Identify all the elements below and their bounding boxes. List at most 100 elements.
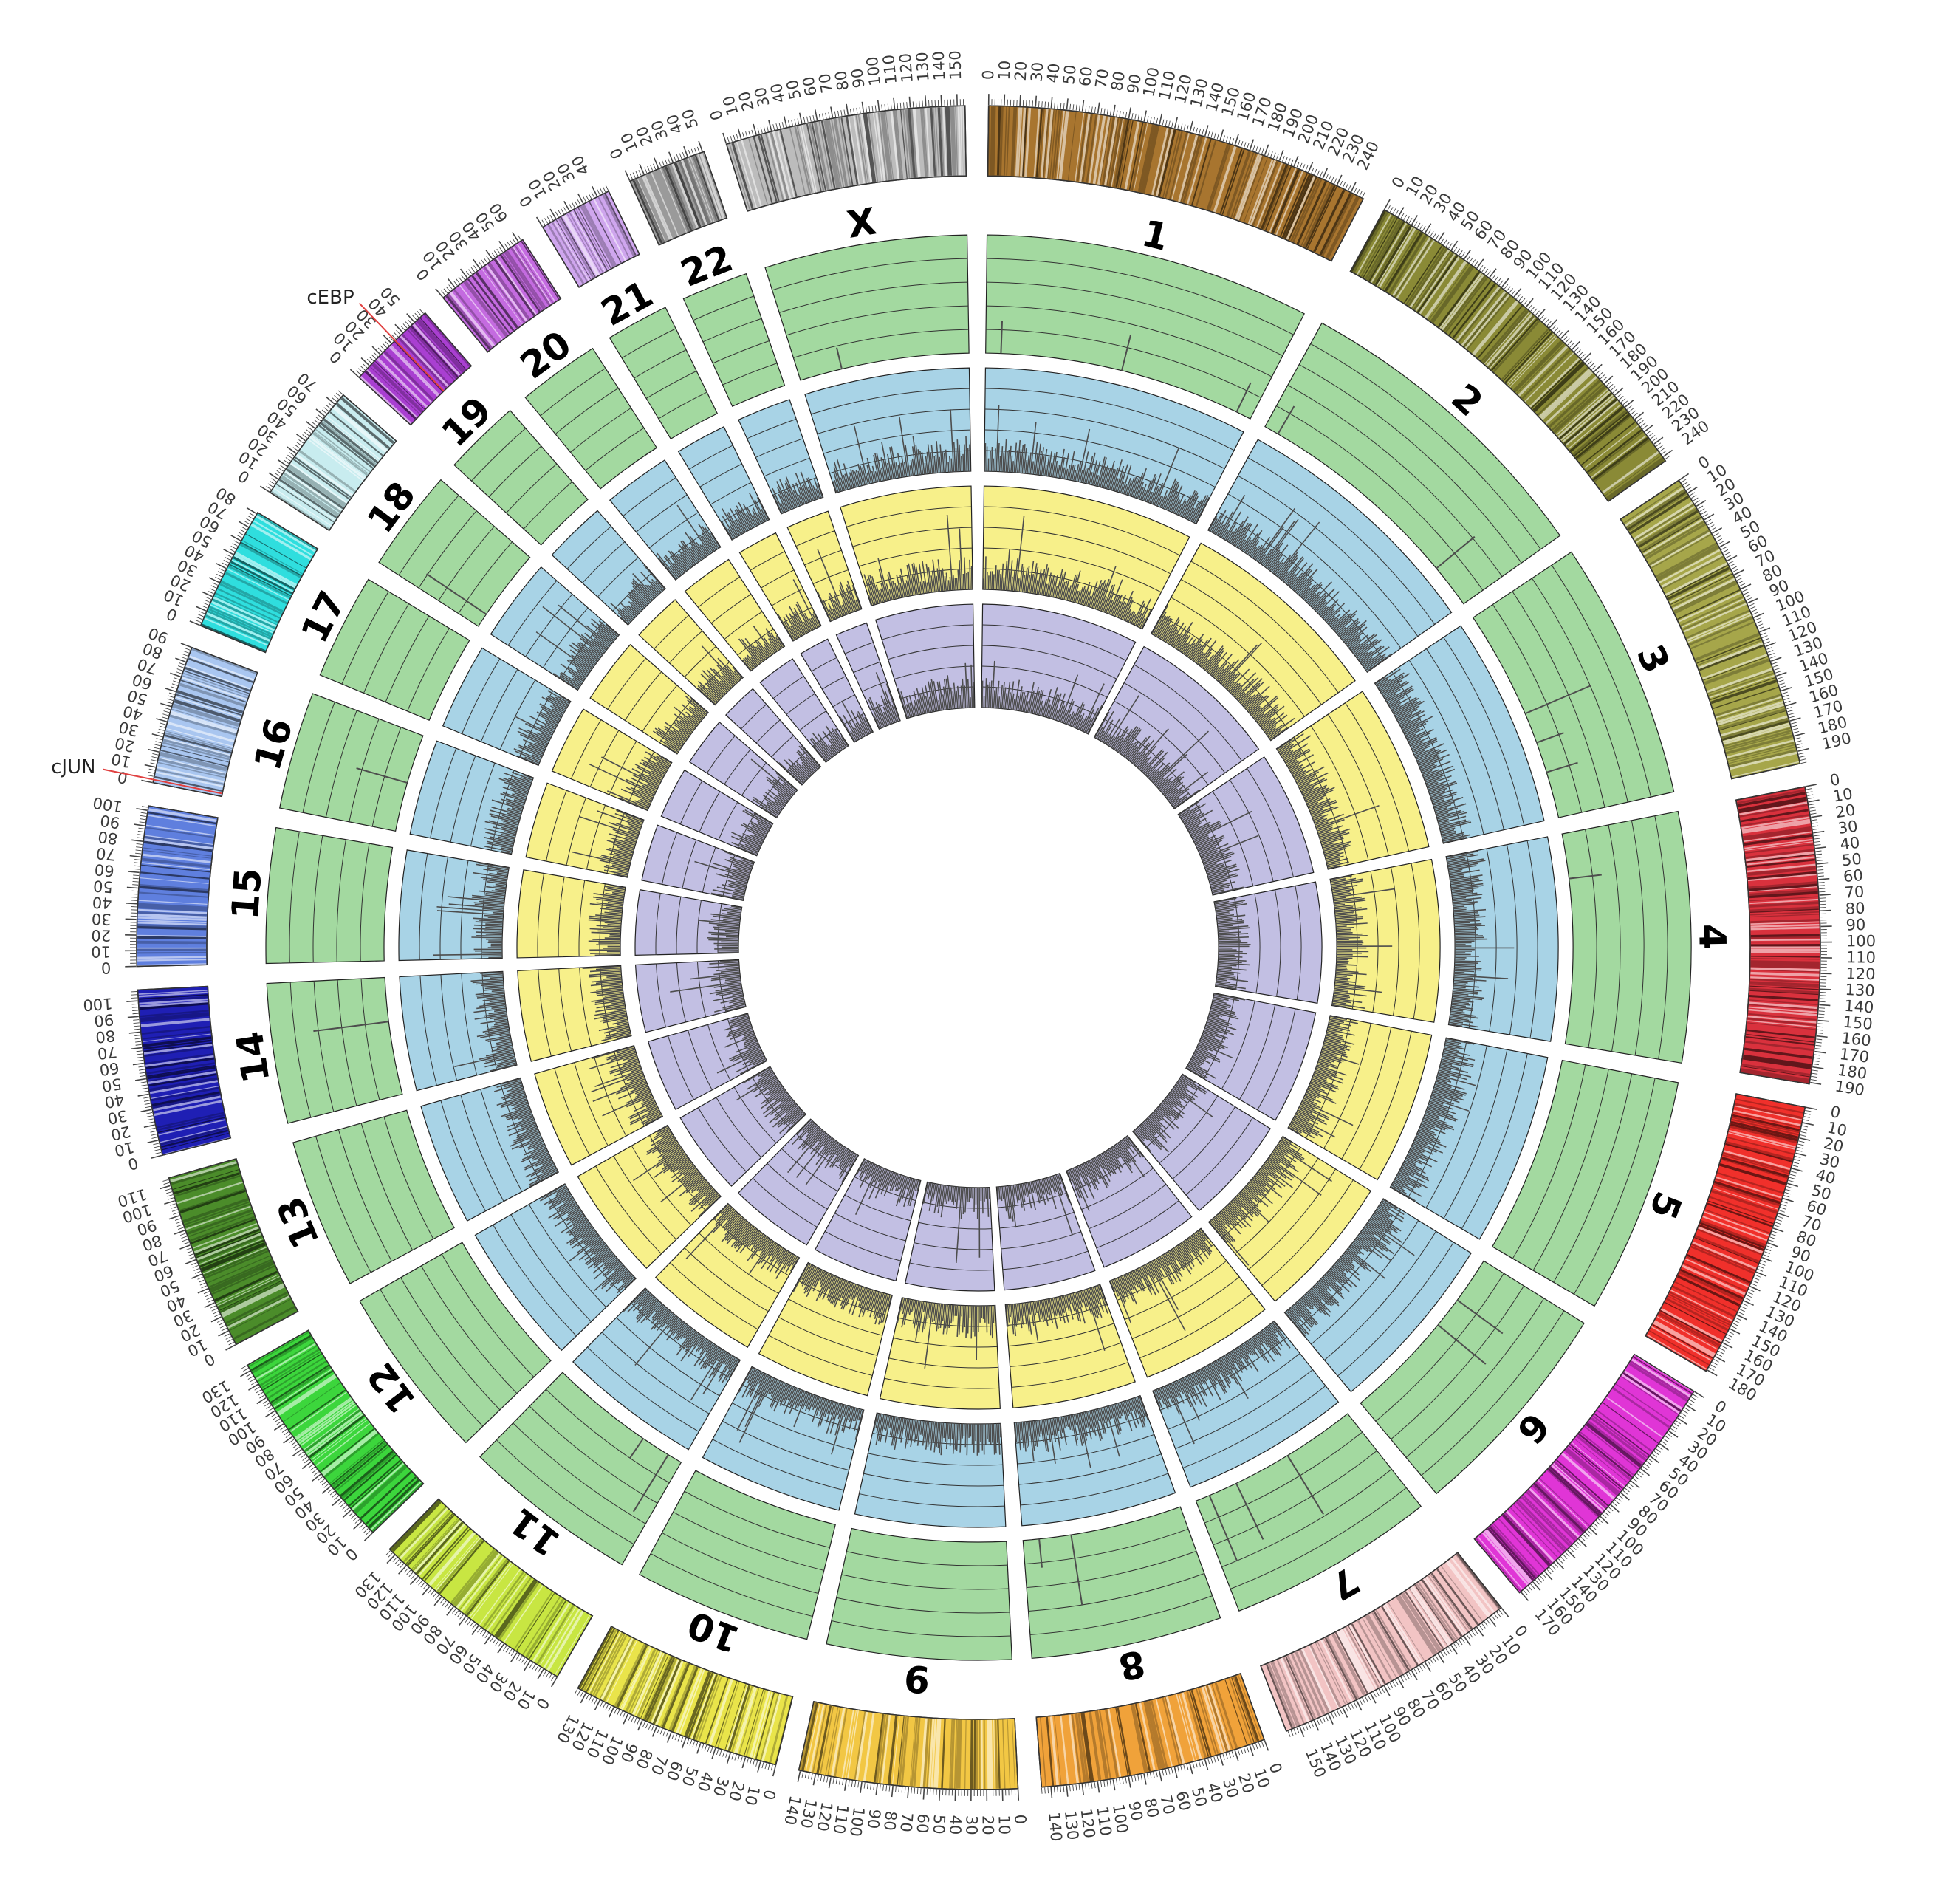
tick-mark — [1797, 747, 1809, 752]
tick-mark — [133, 874, 140, 877]
tick-mark — [154, 747, 160, 750]
tick-mark — [262, 1400, 268, 1404]
tick-mark — [1264, 144, 1269, 156]
chromosome-15 — [136, 805, 219, 968]
cytoband — [229, 564, 292, 597]
cytoband — [1745, 849, 1814, 859]
track-background — [982, 485, 1190, 630]
tick-mark — [176, 1224, 183, 1227]
tick-mark — [1810, 1079, 1817, 1081]
cytoband — [176, 1181, 243, 1205]
cytoband — [1492, 1523, 1540, 1575]
tick-mark — [332, 397, 337, 403]
tick-mark — [1580, 1536, 1586, 1541]
tick-mark — [1738, 1311, 1744, 1315]
track-1-chr-13 — [292, 1109, 455, 1284]
tick-mark — [1770, 657, 1782, 662]
cytoband — [148, 1073, 217, 1087]
tick-mark — [136, 807, 148, 812]
tick-mark — [194, 1270, 201, 1274]
track-4-chr-13 — [648, 1013, 768, 1111]
cytoband — [418, 318, 466, 371]
tick-mark — [594, 1699, 600, 1711]
track-4-chr-6 — [1131, 1073, 1272, 1212]
tick-mark — [371, 346, 381, 355]
tick-mark — [1378, 1688, 1382, 1695]
ideogram-outline — [152, 646, 258, 798]
tick-mark — [470, 267, 476, 273]
cytoband — [1213, 145, 1237, 213]
cytoband — [166, 727, 233, 747]
cytoband — [641, 176, 671, 240]
track-bars — [1005, 1284, 1108, 1351]
cytoband — [1092, 115, 1106, 185]
tick-mark — [276, 470, 282, 474]
tick-mark — [518, 1656, 523, 1662]
cytoband — [179, 682, 246, 708]
cytoband — [637, 1653, 667, 1718]
track-bars — [535, 604, 620, 691]
tick-mark — [366, 358, 372, 364]
cytoband — [138, 990, 208, 996]
cytoband — [1386, 233, 1424, 292]
tick-mark — [695, 1742, 699, 1748]
cytoband — [137, 956, 207, 959]
cytoband — [1352, 211, 1388, 273]
cytoband — [1452, 283, 1496, 339]
tick-mark — [1445, 241, 1450, 247]
cytoband — [812, 1705, 828, 1773]
cytoband — [1729, 749, 1797, 768]
tick-mark — [300, 1453, 306, 1459]
cytoband — [146, 1062, 215, 1075]
track-4-chr-17 — [660, 769, 774, 857]
tick-mark — [1606, 381, 1611, 386]
cytoband — [1672, 1285, 1735, 1318]
tick-mark — [404, 1567, 409, 1573]
ideogram-outline — [987, 105, 1365, 262]
tick-mark — [1789, 717, 1801, 722]
cytoband — [172, 1169, 239, 1190]
cytoband — [651, 1659, 679, 1724]
track-background — [265, 826, 394, 965]
tick-mark — [1207, 1758, 1210, 1764]
cytoband — [309, 436, 366, 480]
cytoband — [1715, 1178, 1781, 1201]
track-gridline — [655, 893, 661, 955]
cytoband — [1557, 391, 1611, 438]
track-gridline — [713, 1218, 789, 1276]
tick-mark — [240, 1370, 250, 1377]
cytoband — [289, 464, 347, 506]
cytoband — [1269, 168, 1297, 233]
track-gridline — [1375, 1273, 1504, 1422]
track-gridline — [737, 629, 774, 656]
cytoband — [261, 1351, 321, 1388]
marker-label: cJUN — [51, 756, 95, 778]
cytoband — [211, 1265, 275, 1295]
cytoband — [1565, 400, 1619, 447]
cytoband — [1671, 575, 1734, 608]
cytoband — [1280, 1657, 1309, 1722]
track-gridline — [631, 1146, 692, 1226]
cytoband — [283, 472, 342, 513]
tick-mark — [1319, 171, 1323, 178]
tick-mark — [1595, 1521, 1601, 1526]
tick-mark — [1549, 1566, 1554, 1572]
tick-mark — [135, 1044, 142, 1046]
tick-mark — [151, 1137, 158, 1139]
cytoband — [1650, 531, 1711, 567]
cytoband — [674, 162, 702, 228]
cytoband — [1275, 171, 1303, 236]
tick-mark — [1216, 133, 1219, 140]
cytoband — [307, 1413, 363, 1456]
cytoband — [1605, 455, 1662, 496]
tick-mark — [342, 1510, 352, 1518]
cytoband — [1033, 108, 1041, 177]
cytoband — [187, 1209, 253, 1235]
chromosome-10 — [577, 1626, 794, 1766]
cytoband — [185, 1205, 251, 1230]
cytoband — [1666, 1298, 1729, 1332]
cytoband — [1748, 1013, 1817, 1021]
tick-mark — [302, 1456, 308, 1461]
track-background — [1389, 1037, 1549, 1240]
cytoband — [201, 623, 266, 652]
